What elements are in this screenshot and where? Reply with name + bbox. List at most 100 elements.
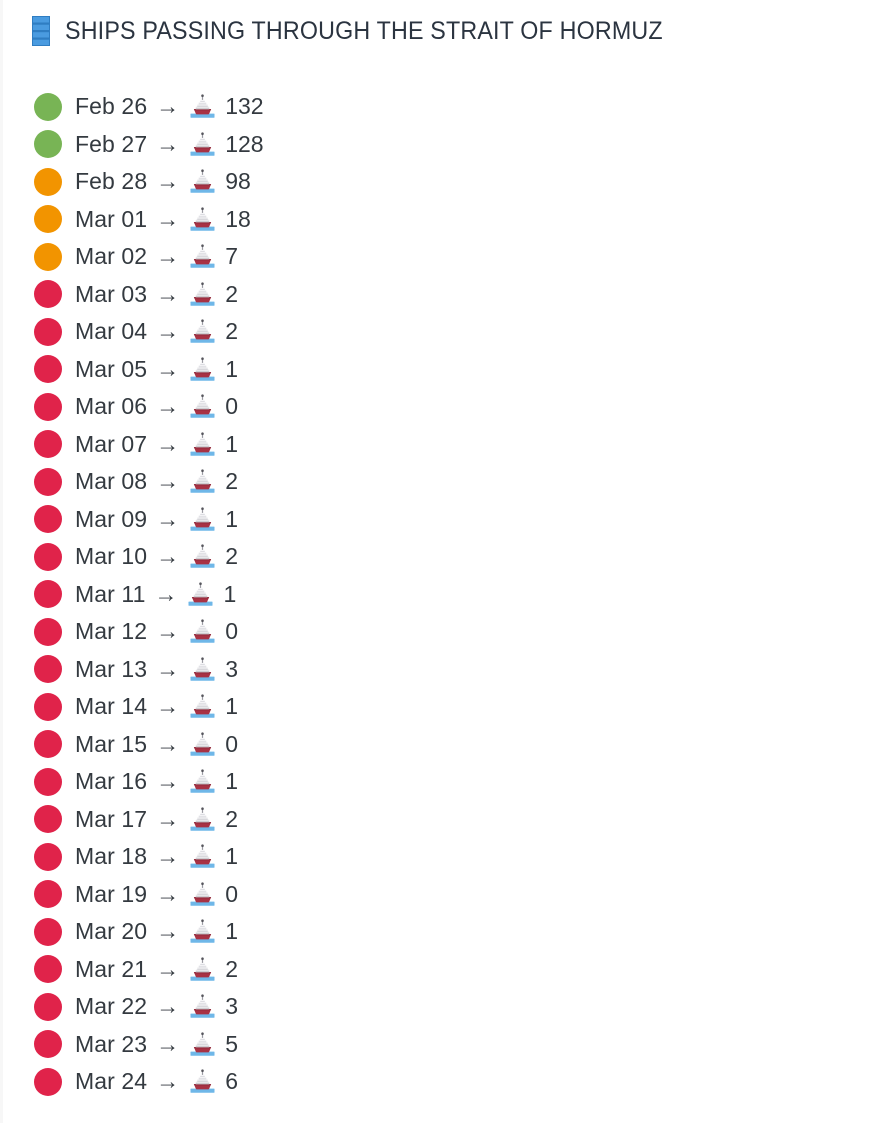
arrow-icon: → xyxy=(156,130,180,157)
ship-list-item-mar-22[interactable]: Mar 22 → 3 xyxy=(3,988,880,1026)
status-dot-icon-red xyxy=(34,842,62,871)
arrow-icon: → xyxy=(156,543,180,570)
ship-list-item-mar-19[interactable]: Mar 19 → 0 xyxy=(3,876,880,914)
status-dot-icon-red xyxy=(34,617,62,646)
row-count-value: 2 xyxy=(225,468,238,495)
arrow-icon: → xyxy=(156,843,180,870)
ship-icon xyxy=(190,132,215,156)
row-date-label: Mar 07 xyxy=(75,430,148,457)
ship-list-item-mar-08[interactable]: Mar 08 → 2 xyxy=(3,463,880,501)
ship-icon xyxy=(190,544,215,568)
ship-icon xyxy=(190,1069,215,1093)
ship-list-item-mar-23[interactable]: Mar 23 → 5 xyxy=(3,1026,880,1064)
ship-list-item-mar-04[interactable]: Mar 04 → 2 xyxy=(3,313,880,351)
ship-icon xyxy=(190,394,215,418)
status-dot-icon-orange xyxy=(34,242,62,271)
status-dot-icon-red xyxy=(34,955,62,984)
row-date-label: Mar 14 xyxy=(75,693,148,720)
ship-list-item-feb-28[interactable]: Feb 28 → 98 xyxy=(3,163,880,201)
row-count-value: 3 xyxy=(225,993,238,1020)
row-date-label: Mar 08 xyxy=(75,468,148,495)
row-count-value: 1 xyxy=(223,580,237,607)
arrow-icon: → xyxy=(154,580,178,607)
ship-list-item-mar-06[interactable]: Mar 06 → 0 xyxy=(3,388,880,426)
arrow-icon: → xyxy=(156,393,180,420)
ship-list-item-mar-05[interactable]: Mar 05 → 1 xyxy=(3,351,880,389)
row-date-label: Mar 11 xyxy=(75,580,146,607)
ship-list-item-mar-11[interactable]: Mar 11 → 1 xyxy=(3,576,880,614)
ship-icon xyxy=(190,957,215,981)
row-date-label: Mar 01 xyxy=(75,205,148,232)
arrow-icon: → xyxy=(156,880,180,907)
arrow-icon: → xyxy=(156,618,180,645)
ship-list-item-mar-20[interactable]: Mar 20 → 1 xyxy=(3,913,880,951)
status-dot-icon-red xyxy=(34,992,62,1021)
ship-icon xyxy=(190,469,215,493)
ship-list-item-mar-14[interactable]: Mar 14 → 1 xyxy=(3,688,880,726)
status-dot-icon-red xyxy=(34,692,62,721)
ship-icon xyxy=(190,994,215,1018)
ship-icon xyxy=(190,169,215,193)
status-dot-icon-red xyxy=(34,580,62,609)
ship-icon xyxy=(190,919,215,943)
status-dot-icon-red xyxy=(34,542,62,571)
ship-icon xyxy=(190,94,215,118)
row-count-value: 0 xyxy=(225,393,238,420)
ship-list-item-mar-21[interactable]: Mar 21 → 2 xyxy=(3,951,880,989)
status-dot-icon-orange xyxy=(34,167,62,196)
status-dot-icon-red xyxy=(34,917,62,946)
row-count-value: 1 xyxy=(225,768,238,795)
ship-icon xyxy=(190,244,215,268)
row-date-label: Feb 28 xyxy=(75,168,148,195)
arrow-icon: → xyxy=(156,430,180,457)
ship-list-item-mar-02[interactable]: Mar 02 → 7 xyxy=(3,238,880,276)
ship-icon xyxy=(190,319,215,343)
row-date-label: Mar 06 xyxy=(75,393,148,420)
ship-list-item-mar-18[interactable]: Mar 18 → 1 xyxy=(3,838,880,876)
ship-traffic-list: Feb 26 → 132 Feb 27 → xyxy=(3,88,880,1101)
ship-icon xyxy=(188,582,213,606)
row-date-label: Mar 23 xyxy=(75,1030,148,1057)
ship-list-item-mar-12[interactable]: Mar 12 → 0 xyxy=(3,613,880,651)
ship-list-item-mar-09[interactable]: Mar 09 → 1 xyxy=(3,501,880,539)
status-dot-icon-red xyxy=(34,355,62,384)
row-count-value: 5 xyxy=(225,1030,238,1057)
row-count-value: 18 xyxy=(225,205,251,232)
row-date-label: Feb 26 xyxy=(75,93,148,120)
status-dot-icon-red xyxy=(34,505,62,534)
ship-icon xyxy=(190,694,215,718)
status-dot-icon-red xyxy=(34,467,62,496)
row-date-label: Mar 18 xyxy=(75,843,148,870)
ship-list-item-mar-13[interactable]: Mar 13 → 3 xyxy=(3,651,880,689)
ship-list-item-mar-16[interactable]: Mar 16 → 1 xyxy=(3,763,880,801)
ship-icon xyxy=(190,207,215,231)
ship-list-item-mar-10[interactable]: Mar 10 → 2 xyxy=(3,538,880,576)
ship-list-item-mar-17[interactable]: Mar 17 → 2 xyxy=(3,801,880,839)
row-count-value: 1 xyxy=(225,918,238,945)
row-date-label: Mar 03 xyxy=(75,280,148,307)
arrow-icon: → xyxy=(156,955,180,982)
ship-list-item-feb-26[interactable]: Feb 26 → 132 xyxy=(3,88,880,126)
ship-list-item-feb-27[interactable]: Feb 27 → 128 xyxy=(3,126,880,164)
arrow-icon: → xyxy=(156,1030,180,1057)
status-dot-icon-red xyxy=(34,805,62,834)
ship-list-item-mar-07[interactable]: Mar 07 → 1 xyxy=(3,426,880,464)
ship-list-item-mar-01[interactable]: Mar 01 → 18 xyxy=(3,201,880,239)
arrow-icon: → xyxy=(156,768,180,795)
ship-icon xyxy=(190,507,215,531)
ship-list-item-mar-24[interactable]: Mar 24 → 6 xyxy=(3,1063,880,1101)
status-dot-icon-green xyxy=(34,130,62,159)
row-count-value: 2 xyxy=(225,805,238,832)
row-count-value: 0 xyxy=(225,618,238,645)
ship-icon xyxy=(190,807,215,831)
ship-list-item-mar-15[interactable]: Mar 15 → 0 xyxy=(3,726,880,764)
row-count-value: 98 xyxy=(225,168,251,195)
status-dot-icon-red xyxy=(34,280,62,309)
row-date-label: Mar 10 xyxy=(75,543,148,570)
ship-icon xyxy=(190,357,215,381)
row-count-value: 1 xyxy=(225,355,238,382)
row-count-value: 0 xyxy=(225,730,238,757)
row-count-value: 2 xyxy=(225,280,238,307)
ship-icon xyxy=(190,732,215,756)
ship-list-item-mar-03[interactable]: Mar 03 → 2 xyxy=(3,276,880,314)
